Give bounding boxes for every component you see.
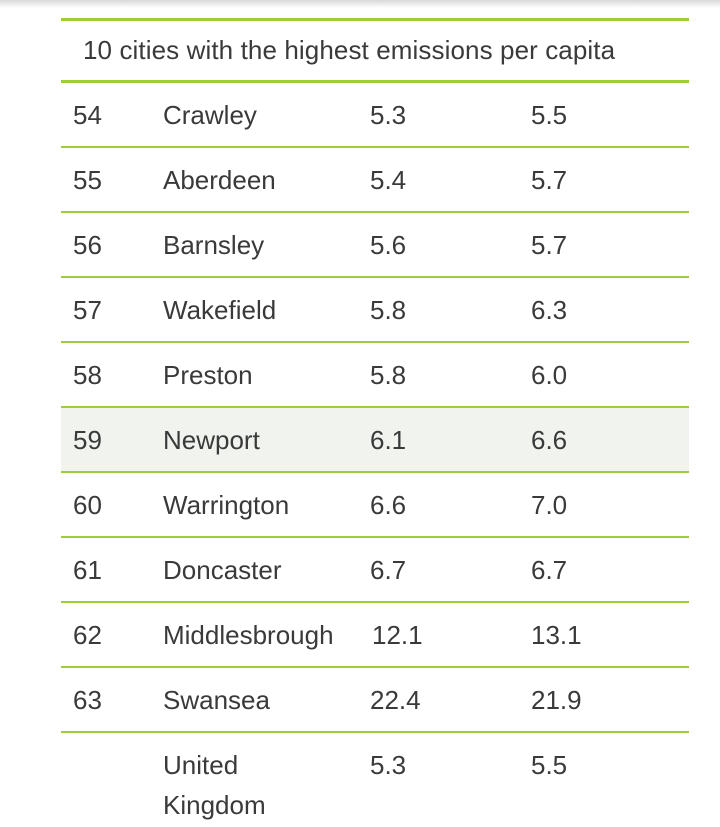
city-cell: Doncaster <box>163 555 282 585</box>
table-row: 60 Warrington 6.6 7.0 <box>61 473 689 538</box>
value-cell-2: 5.5 <box>531 750 568 780</box>
city-cell: Barnsley <box>163 230 265 260</box>
rank-cell: 55 <box>73 165 102 195</box>
city-cell: Middlesbrough <box>163 620 334 650</box>
table-row: 58 Preston 5.8 6.0 <box>61 343 689 408</box>
table-row: 62 Middlesbrough 12.1 13.1 <box>61 603 689 668</box>
value-cell-2: 13.1 <box>531 620 582 650</box>
table-row-total: United Kingdom 5.3 5.5 <box>61 733 689 825</box>
city-cell: Aberdeen <box>163 165 276 195</box>
rank-cell: 60 <box>73 490 102 520</box>
value-cell-1: 12.1 <box>372 620 423 650</box>
value-cell-2: 5.7 <box>531 165 568 195</box>
top-shadow <box>0 0 720 8</box>
value-cell-1: 5.8 <box>370 295 407 325</box>
rank-cell: 59 <box>73 425 102 455</box>
table-row: 61 Doncaster 6.7 6.7 <box>61 538 689 603</box>
rank-cell: 54 <box>73 100 102 130</box>
value-cell-1: 6.7 <box>370 555 407 585</box>
rank-cell: 56 <box>73 230 102 260</box>
rank-cell: 58 <box>73 360 102 390</box>
table-row-highlighted: 59 Newport 6.1 6.6 <box>61 408 689 473</box>
value-cell-1: 5.8 <box>370 360 407 390</box>
value-cell-1: 5.3 <box>370 750 407 780</box>
value-cell-1: 5.6 <box>370 230 407 260</box>
city-cell: Warrington <box>163 490 290 520</box>
emissions-table: 10 cities with the highest emissions per… <box>61 18 689 825</box>
value-cell-1: 22.4 <box>370 685 421 715</box>
rank-cell: 57 <box>73 295 102 325</box>
value-cell-1: 5.3 <box>370 100 407 130</box>
value-cell-1: 6.6 <box>370 490 407 520</box>
table-row: 63 Swansea 22.4 21.9 <box>61 668 689 733</box>
city-cell: Newport <box>163 425 260 455</box>
city-cell: Crawley <box>163 100 257 130</box>
value-cell-2: 5.7 <box>531 230 568 260</box>
value-cell-2: 6.0 <box>531 360 568 390</box>
table-header: 10 cities with the highest emissions per… <box>61 18 689 83</box>
table-row: 57 Wakefield 5.8 6.3 <box>61 278 689 343</box>
rank-cell: 61 <box>73 555 102 585</box>
city-cell: Preston <box>163 360 253 390</box>
city-cell: United Kingdom <box>163 750 266 820</box>
value-cell-2: 6.3 <box>531 295 568 325</box>
value-cell-2: 21.9 <box>531 685 582 715</box>
value-cell-2: 6.6 <box>531 425 568 455</box>
value-cell-1: 6.1 <box>370 425 407 455</box>
table-row: 55 Aberdeen 5.4 5.7 <box>61 148 689 213</box>
value-cell-2: 7.0 <box>531 490 568 520</box>
value-cell-1: 5.4 <box>370 165 407 195</box>
table-title: 10 cities with the highest emissions per… <box>83 35 616 65</box>
value-cell-2: 6.7 <box>531 555 568 585</box>
city-cell: Swansea <box>163 685 270 715</box>
rank-cell: 62 <box>73 620 102 650</box>
value-cell-2: 5.5 <box>531 100 568 130</box>
city-cell: Wakefield <box>163 295 277 325</box>
table-row: 54 Crawley 5.3 5.5 <box>61 83 689 148</box>
rank-cell: 63 <box>73 685 102 715</box>
table-row: 56 Barnsley 5.6 5.7 <box>61 213 689 278</box>
